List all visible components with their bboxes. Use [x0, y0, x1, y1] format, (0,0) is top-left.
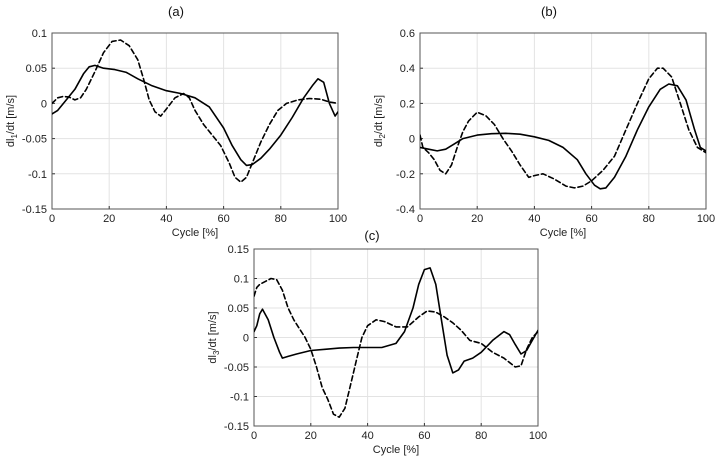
panel-1: (a) 0 20 40 60 80 100 -0.15 -0.1 -0.05 0 0.05 0.1 Cyc…: [5, 4, 347, 239]
y-tick-label: -0.2: [396, 169, 415, 181]
x-tick-label: 20: [103, 213, 115, 225]
y-tick-label: 0: [243, 333, 249, 345]
x-axis-label: Cycle [%]: [373, 444, 419, 456]
x-tick-label: 100: [529, 430, 547, 442]
series-line-solid: [420, 83, 706, 190]
y-tick-label: 0.05: [26, 63, 47, 75]
x-axis-label: Cycle [%]: [172, 227, 218, 239]
y-axis-label-subscript: 3: [212, 350, 221, 355]
series-line-solid: [52, 64, 338, 167]
y-axis-label-main: dl: [373, 139, 385, 148]
series-line-solid: [254, 267, 538, 374]
y-tick-label: 0.15: [228, 244, 249, 256]
x-axis-label: Cycle [%]: [540, 227, 586, 239]
x-tick-label: 60: [418, 430, 430, 442]
y-tick-label: 0.2: [400, 98, 415, 110]
x-tick-label: 0: [49, 213, 55, 225]
y-tick-label: -0.05: [22, 134, 47, 146]
panel-3: (c) 0 20 40 60 80 100 -0.15 -0.1 -0.05 0 0.05 0.1 0.1…: [207, 228, 547, 456]
x-tick-label: 100: [697, 213, 715, 225]
y-tick-label: 0.6: [400, 28, 415, 40]
y-axis-label-tail: /dt [m/s]: [5, 95, 17, 134]
y-axis-label-subscript: 1: [10, 134, 19, 139]
plot-frame: [253, 248, 539, 427]
x-tick-label: 40: [160, 213, 172, 225]
y-tick-label: 0.1: [234, 274, 249, 286]
y-tick-label: 0.4: [400, 63, 415, 75]
y-axis-label: dl2/dt [m/s]: [373, 95, 387, 147]
panel-title: (c): [364, 228, 379, 243]
y-tick-label: -0.15: [224, 421, 249, 433]
plot-frame: [51, 32, 339, 210]
x-tick-label: 80: [475, 430, 487, 442]
x-tick-label: 40: [361, 430, 373, 442]
y-axis-label-main: dl: [5, 139, 17, 148]
plot-frame: [419, 32, 707, 210]
panel-title: (b): [541, 4, 557, 19]
x-tick-label: 0: [251, 430, 257, 442]
y-tick-label: 0: [41, 98, 47, 110]
x-tick-label: 20: [471, 213, 483, 225]
y-tick-label: 0.05: [228, 303, 249, 315]
x-tick-label: 60: [217, 213, 229, 225]
x-tick-label: 100: [329, 213, 347, 225]
panel-title: (a): [168, 4, 184, 19]
series-line-dashed: [52, 39, 338, 183]
y-axis-label-main: dl: [207, 355, 219, 364]
x-tick-label: 20: [305, 430, 317, 442]
panel-2: (b) 0 20 40 60 80 100 -0.4 -0.2 0 0.2 0.4 0.6 Cycle […: [373, 4, 715, 239]
x-tick-label: 60: [585, 213, 597, 225]
y-tick-label: -0.05: [224, 362, 249, 374]
y-axis-label: dl1/dt [m/s]: [5, 95, 19, 147]
y-axis-label: dl3/dt [m/s]: [207, 311, 221, 363]
x-tick-label: 0: [417, 213, 423, 225]
y-tick-label: -0.15: [22, 204, 47, 216]
y-tick-label: 0: [409, 134, 415, 146]
series-line-dashed: [420, 67, 706, 189]
x-tick-label: 80: [275, 213, 287, 225]
y-tick-label: -0.1: [28, 169, 47, 181]
y-axis-label-subscript: 2: [378, 134, 387, 139]
y-axis-label-tail: /dt [m/s]: [373, 95, 385, 134]
x-tick-label: 80: [643, 213, 655, 225]
x-tick-label: 40: [528, 213, 540, 225]
y-tick-label: -0.4: [396, 204, 415, 216]
series-line-dashed: [254, 277, 538, 418]
y-axis-label-tail: /dt [m/s]: [207, 311, 219, 350]
y-tick-label: -0.1: [230, 392, 249, 404]
y-tick-label: 0.1: [32, 28, 47, 40]
